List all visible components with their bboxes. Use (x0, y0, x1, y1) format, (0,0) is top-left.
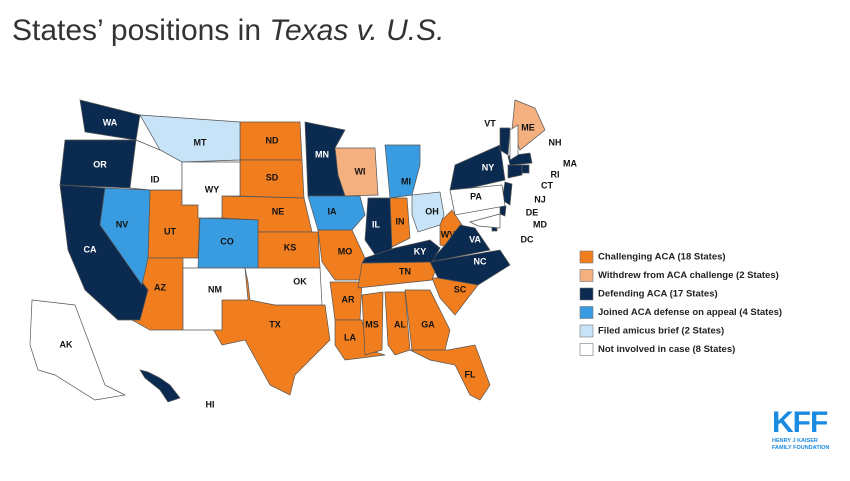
state-label: WI (355, 166, 366, 176)
state (511, 99, 546, 151)
title: States’ positions in Texas v. U.S. (12, 14, 444, 48)
state (334, 319, 386, 361)
legend-label: Not involved in case (8 States) (598, 344, 735, 355)
legend-label: Joined ACA defense on appeal (4 States) (598, 307, 782, 318)
state-label: NJ (534, 194, 546, 204)
state (521, 164, 530, 174)
state-label: TN (399, 266, 411, 276)
state-label: VT (484, 118, 496, 128)
legend-label: Challenging ACA (18 States) (598, 252, 726, 263)
state-label: SD (266, 172, 279, 182)
state-label: MI (401, 176, 411, 186)
state-label: MN (315, 149, 329, 159)
state-label: KY (414, 246, 427, 256)
legend-swatch (579, 324, 594, 338)
state (139, 114, 241, 163)
state-label: MD (533, 219, 547, 229)
title-italic: Texas v. U.S. (269, 14, 445, 47)
legend-swatch (579, 250, 594, 264)
state (29, 299, 127, 401)
state-label: ND (266, 135, 279, 145)
state-label: OH (425, 206, 439, 216)
state-label: SC (454, 284, 467, 294)
logo-line: FAMILY FOUNDATION (772, 445, 830, 451)
state (361, 239, 441, 264)
state (384, 291, 411, 356)
state-label: IN (396, 216, 405, 226)
state-label: VA (469, 234, 481, 244)
state (507, 164, 523, 179)
state (429, 249, 511, 286)
state (469, 213, 501, 229)
state-label: ID (151, 174, 161, 184)
state-label: WV (441, 229, 456, 239)
state-label: ME (521, 122, 535, 132)
state-label: NM (208, 284, 222, 294)
logo-name: KFF (772, 406, 828, 439)
state-label: CA (84, 244, 97, 254)
state-label: MA (563, 158, 577, 168)
state (99, 187, 151, 286)
state-label: TX (269, 319, 281, 329)
legend-label: Filed amicus brief (2 States) (598, 326, 724, 337)
state-label: AZ (154, 282, 166, 292)
state (449, 144, 506, 191)
state (307, 195, 366, 231)
state (411, 191, 445, 233)
state-label: IA (328, 206, 338, 216)
state-label: NH (549, 137, 562, 147)
state-label: PA (470, 191, 482, 201)
legend-label: Defending ACA (17 States) (598, 289, 718, 300)
state-label: CO (220, 236, 234, 246)
state-label: KS (284, 242, 297, 252)
state-label: CT (541, 180, 553, 190)
state-label: OR (93, 159, 107, 169)
state-label: WA (103, 117, 118, 127)
state-label: MT (194, 137, 207, 147)
state-label: MS (365, 319, 379, 329)
state (139, 369, 181, 403)
legend-swatch (579, 343, 594, 356)
state (357, 261, 439, 289)
state-label: FL (465, 369, 476, 379)
state-label: RI (551, 169, 560, 179)
state (409, 344, 491, 401)
legend-swatch (579, 269, 594, 282)
logo-line: HENRY J KAISER (772, 438, 818, 444)
state (361, 291, 384, 356)
state-label: WY (205, 184, 220, 194)
state (499, 205, 507, 217)
state-label: LA (344, 332, 356, 342)
title-text: States’ positions in (12, 14, 262, 47)
state-label: NE (272, 206, 285, 216)
state-label: HI (206, 399, 215, 409)
state-label: AR (342, 294, 355, 304)
state-label: IL (372, 219, 381, 229)
state-label: DC (521, 234, 534, 244)
state-label: NV (116, 219, 129, 229)
state (404, 289, 451, 351)
state-label: GA (421, 319, 435, 329)
legend-swatch (579, 287, 594, 301)
state (244, 267, 323, 306)
state (181, 161, 241, 219)
logo: KFF HENRY J KAISER FAMILY FOUNDATION (772, 408, 829, 452)
state-label: MO (338, 246, 353, 256)
state (509, 124, 519, 161)
state-label: NY (482, 162, 495, 172)
state (384, 144, 421, 199)
legend-label: Withdrew from ACA challenge (2 States) (598, 270, 779, 281)
state (449, 184, 506, 216)
state-label: NC (474, 256, 487, 266)
legend-swatch (579, 306, 594, 319)
state-label: AK (60, 339, 73, 349)
state (499, 127, 511, 156)
state-label: OK (293, 276, 307, 286)
state-label: AL (394, 319, 406, 329)
state-label: UT (164, 226, 176, 236)
state-label: DE (526, 207, 539, 217)
